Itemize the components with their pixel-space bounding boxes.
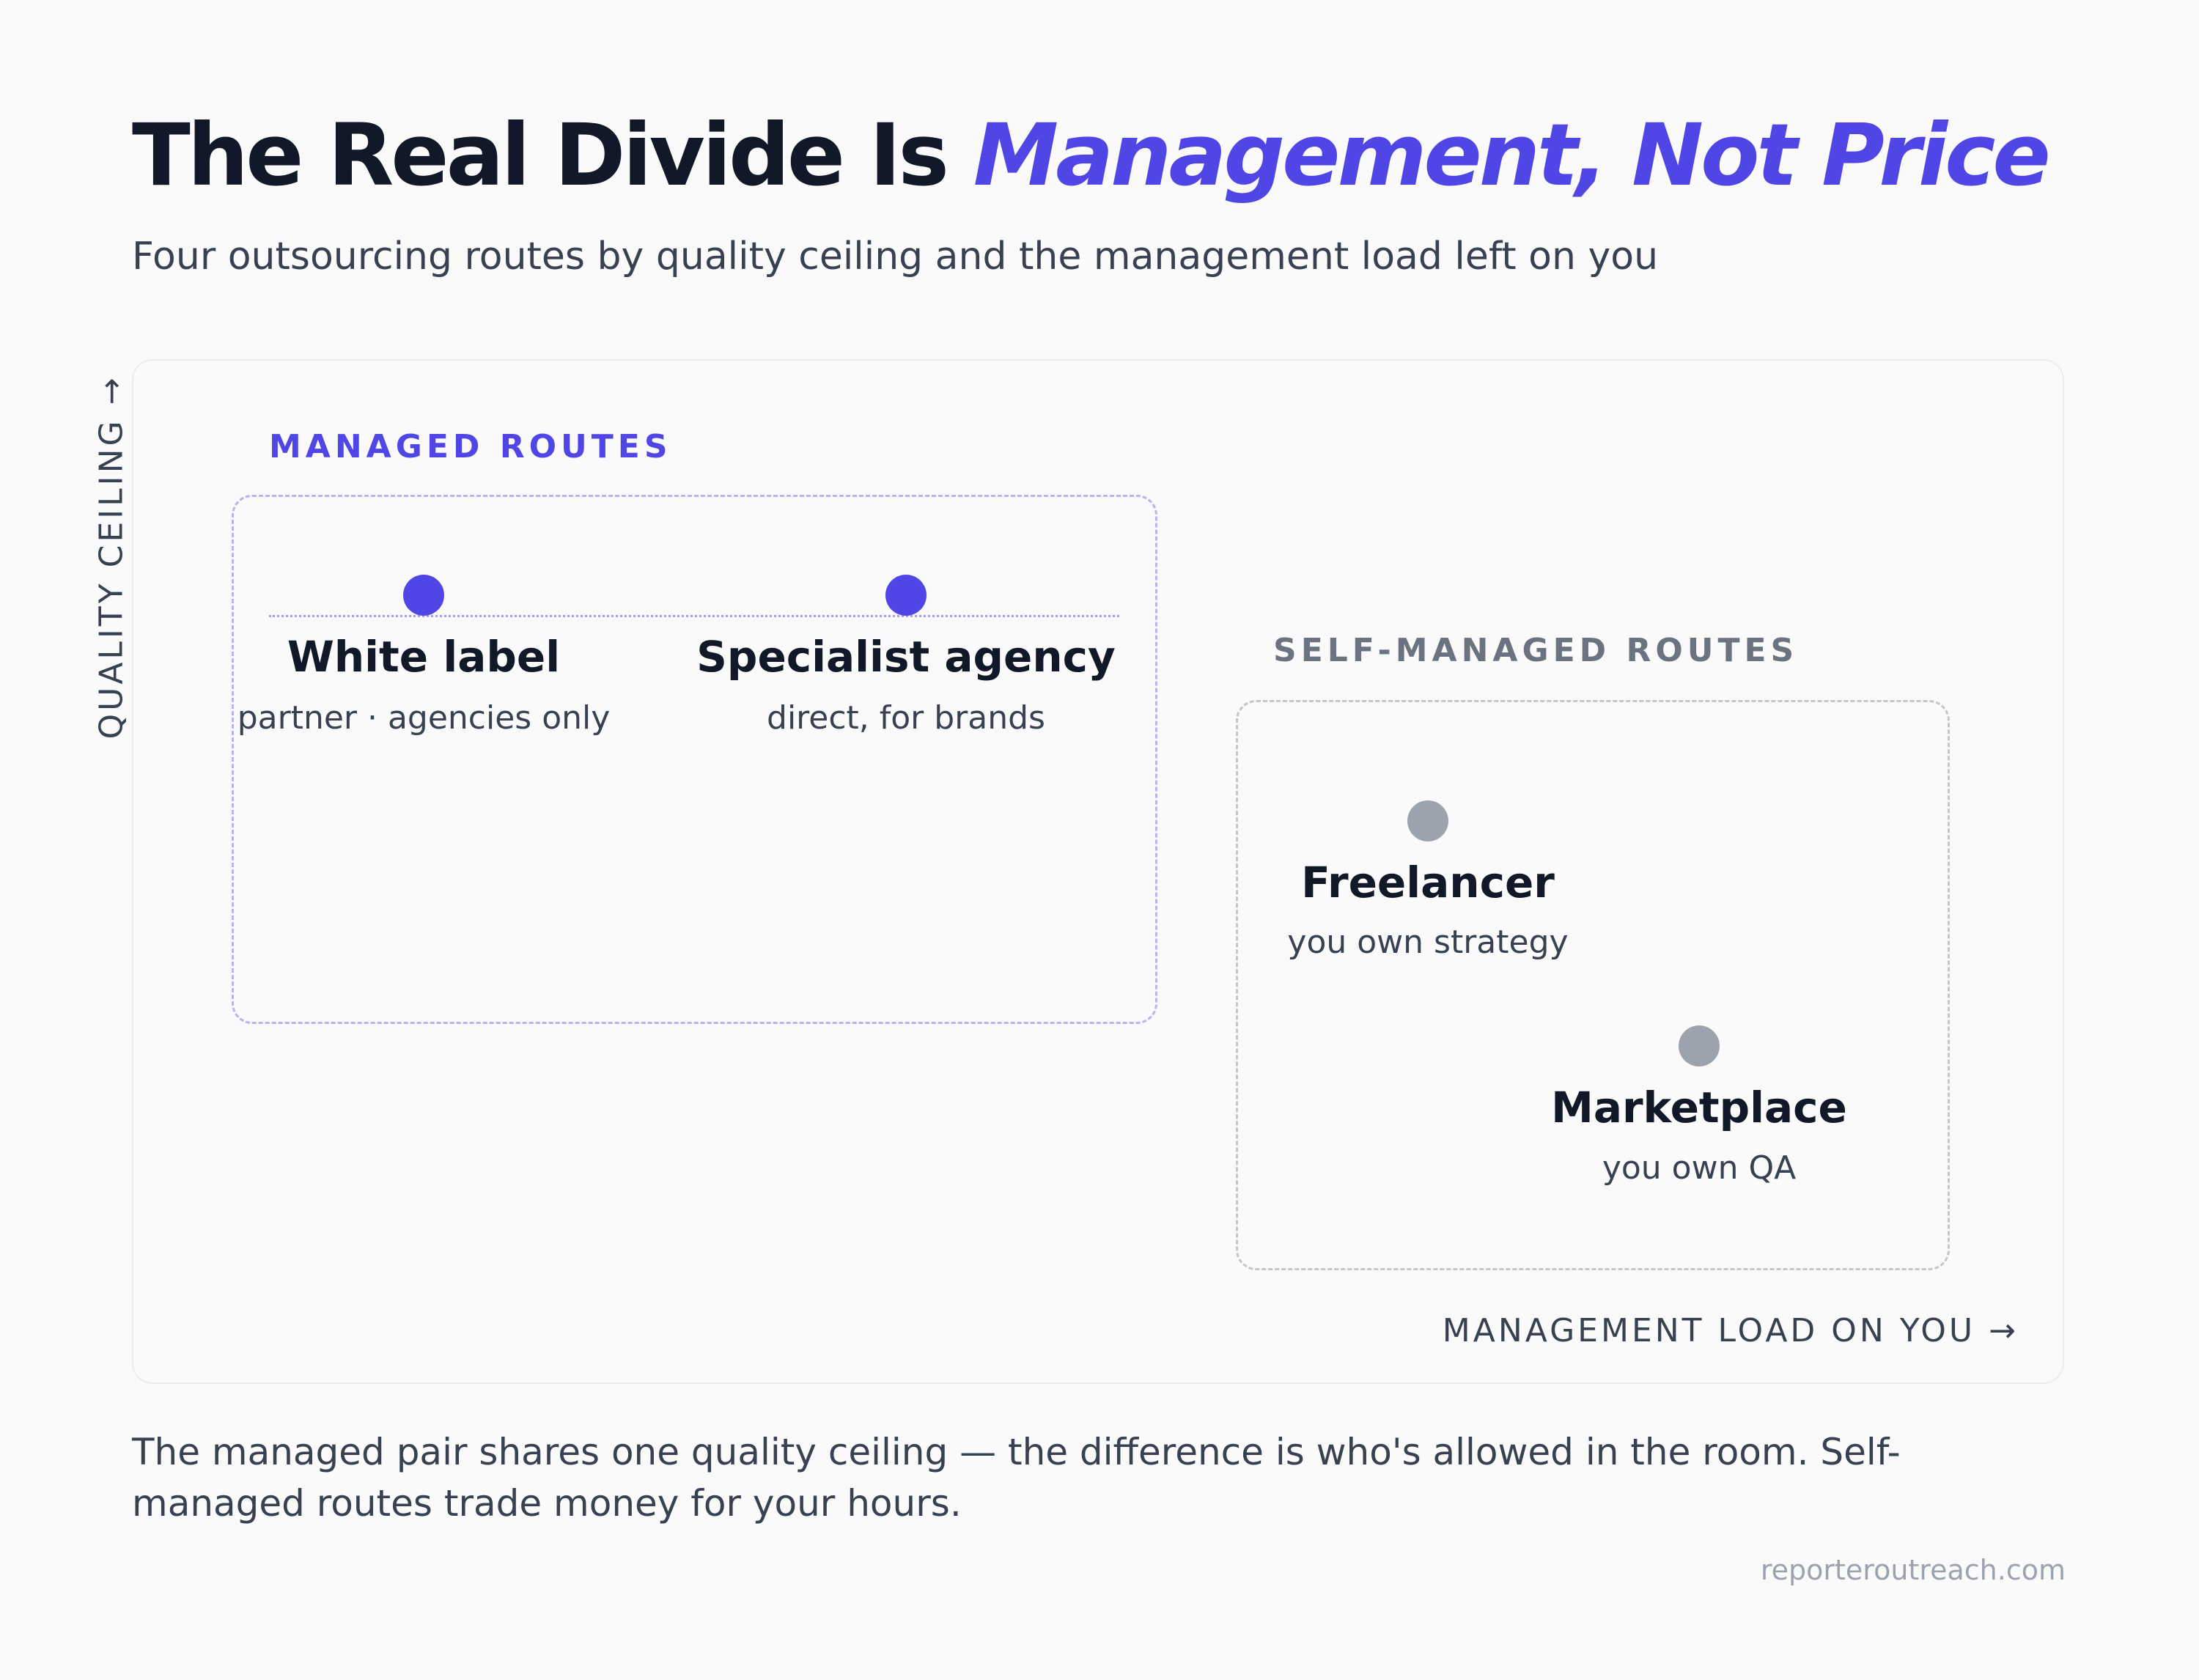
self-managed-routes-box xyxy=(1236,700,1950,1270)
marketplace-sub: you own QA xyxy=(1602,1149,1797,1187)
freelancer-sub: you own strategy xyxy=(1287,924,1569,961)
title-main: The Real Divide Is xyxy=(132,105,973,205)
freelancer-name: Freelancer xyxy=(1301,858,1555,907)
x-axis-label: MANAGEMENT LOAD ON YOU → xyxy=(1442,1312,2019,1349)
white-label-sub: partner · agencies only xyxy=(237,699,611,737)
shared-quality-ceiling-line xyxy=(269,615,1119,617)
managed-routes-box xyxy=(232,495,1157,1024)
specialist-agency-sub: direct, for brands xyxy=(767,699,1045,737)
specialist-agency-name: Specialist agency xyxy=(696,632,1116,682)
marketplace-dot xyxy=(1679,1025,1720,1066)
marketplace-name: Marketplace xyxy=(1551,1083,1847,1132)
y-axis-label: QUALITY CEILING → xyxy=(92,375,130,740)
diagram-card xyxy=(132,359,2064,1384)
source-credit: reporteroutreach.com xyxy=(1760,1554,2066,1586)
footnote: The managed pair shares one quality ceil… xyxy=(132,1431,1901,1525)
managed-routes-label: MANAGED ROUTES xyxy=(269,428,672,465)
title-highlight: Management, Not Price xyxy=(973,105,2051,205)
page-subtitle: Four outsourcing routes by quality ceili… xyxy=(132,235,1659,279)
self-managed-routes-label: SELF-MANAGED ROUTES xyxy=(1273,632,1799,669)
page-title: The Real Divide Is Management, Not Price xyxy=(132,105,2051,205)
specialist-agency-dot xyxy=(885,575,927,616)
white-label-name: White label xyxy=(287,632,561,682)
freelancer-dot xyxy=(1407,800,1448,841)
white-label-dot xyxy=(403,575,444,616)
